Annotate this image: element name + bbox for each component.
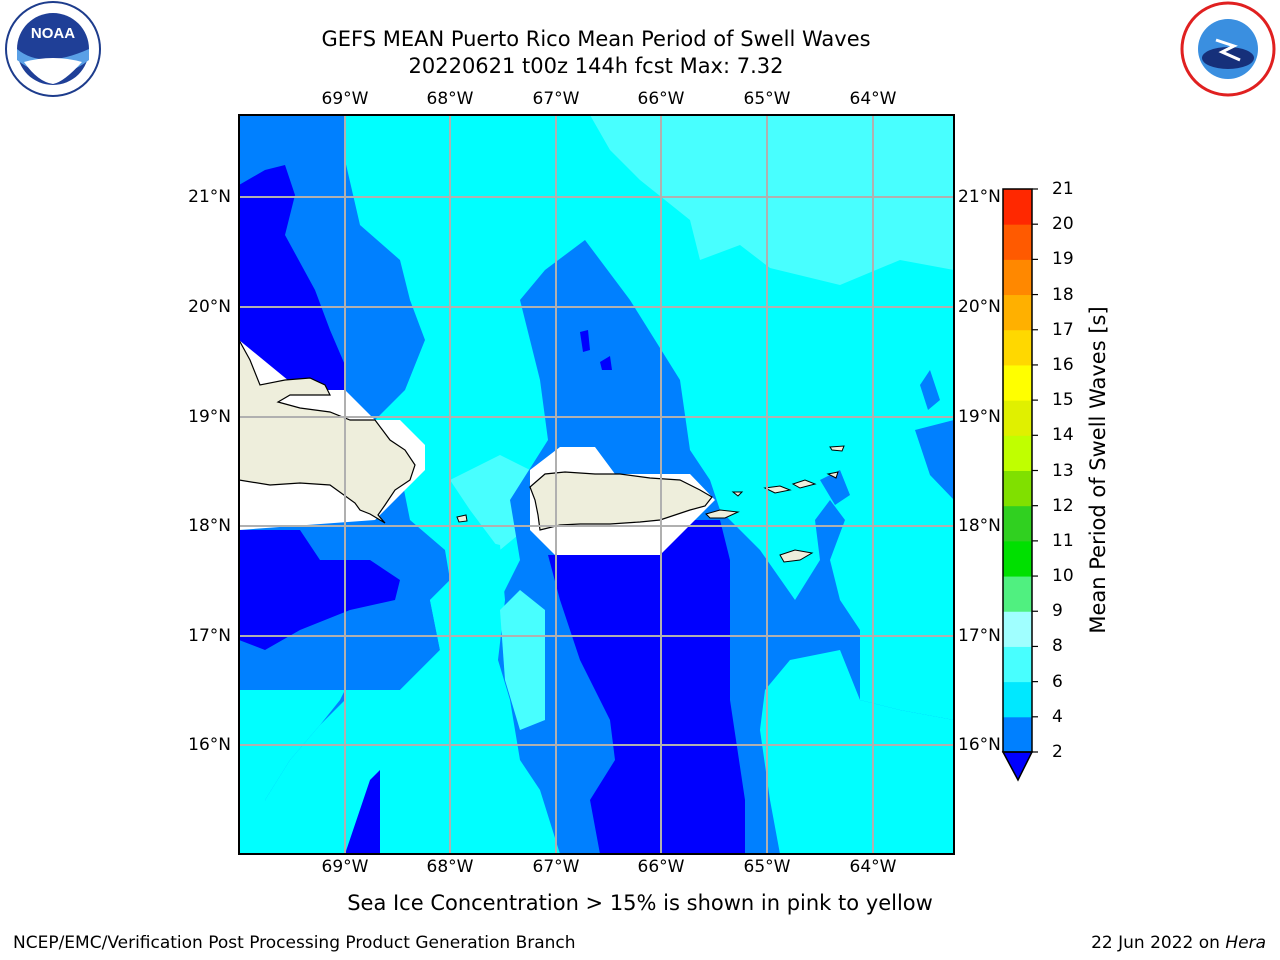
colorbar-segment (1003, 716, 1032, 753)
band-2-4-region (920, 370, 940, 410)
land-st-croix (779, 549, 814, 563)
colorbar-segment (1003, 400, 1032, 436)
band-2-4-region (820, 470, 850, 505)
band-6-8-region (590, 115, 954, 285)
land-mona (456, 514, 468, 523)
band-below-2-region (239, 165, 345, 400)
colorbar-tick-label: 15 (1052, 390, 1074, 411)
colorbar-segment (1003, 364, 1032, 401)
lat-label-right: 17°N (958, 626, 1001, 646)
lon-label-top: 65°W (743, 89, 791, 109)
lat-label-right: 18°N (958, 516, 1001, 536)
colorbar-segment (1003, 681, 1032, 718)
lon-label-bottom: 65°W (743, 857, 791, 877)
colorbar-tick-label: 19 (1052, 249, 1074, 270)
band-below-2-region (600, 356, 612, 370)
land-vieques (705, 509, 740, 519)
footer-host: Hera (1225, 933, 1266, 953)
colorbar-segment (1003, 189, 1032, 225)
colorbar-segment (1003, 611, 1032, 647)
footer-date: 22 Jun 2022 on Hera (1091, 933, 1266, 953)
colorbar-segment (1003, 435, 1032, 471)
colorbar-tick-label: 13 (1052, 460, 1074, 481)
colorbar-segment (1003, 576, 1032, 612)
colorbar-tick-label: 21 (1052, 179, 1074, 199)
colorbar-tick-label: 2 (1052, 742, 1063, 762)
colorbar-tick-label: 14 (1052, 425, 1074, 446)
colorbar-title: Mean Period of Swell Waves [s] (1086, 306, 1110, 634)
chart-title: GEFS MEAN Puerto Rico Mean Period of Swe… (321, 27, 871, 51)
footer-credit: NCEP/EMC/Verification Post Processing Pr… (13, 933, 576, 953)
lon-label-top: 64°W (849, 89, 897, 109)
colorbar-segment (1003, 224, 1032, 260)
band-below-2-region (548, 520, 745, 854)
lat-label-right: 20°N (958, 297, 1001, 317)
band-4-6-region (265, 540, 560, 854)
lon-label-bottom: 66°W (637, 857, 685, 877)
land-anegada (829, 445, 845, 452)
colorbar-tick-label: 4 (1052, 706, 1063, 727)
lon-label-top: 69°W (321, 89, 369, 109)
colorbar-segment (1003, 294, 1032, 331)
sea-ice-note: Sea Ice Concentration > 15% is shown in … (347, 891, 933, 915)
colorbar-under-triangle (1001, 751, 1034, 782)
lon-label-top: 67°W (532, 89, 580, 109)
band-4-6-region (760, 650, 954, 854)
colorbar-tick-label: 8 (1052, 636, 1063, 657)
land-puerto-rico (529, 471, 713, 531)
colorbar-tick-label: 6 (1052, 671, 1063, 692)
colorbar-segment (1003, 646, 1032, 683)
colorbar (1003, 188, 1038, 753)
lon-label-top: 66°W (637, 89, 685, 109)
colorbar-tick-label: 11 (1052, 530, 1074, 551)
lat-label-right: 21°N (958, 187, 1001, 207)
colorbar-frame (1002, 188, 1033, 753)
lat-label-left: 20°N (188, 297, 231, 317)
colorbar-tick-label: 17 (1052, 319, 1074, 340)
colorbar-segment (1003, 329, 1032, 366)
lat-label-right: 19°N (958, 407, 1001, 427)
lat-label-right: 16°N (958, 735, 1001, 755)
noaa-logo-icon: NOAA (5, 1, 101, 97)
lat-label-left: 18°N (188, 516, 231, 536)
colorbar-tick-label: 9 (1052, 601, 1063, 622)
land-hispaniola (239, 339, 416, 524)
colorbar-segment (1003, 505, 1032, 542)
lat-label-left: 21°N (188, 187, 231, 207)
footer-date-text: 22 Jun 2022 on (1091, 933, 1226, 953)
colorbar-tick-label: 18 (1052, 284, 1074, 305)
land-virgin-islands (763, 485, 792, 494)
lat-label-left: 17°N (188, 626, 231, 646)
colorbar-segment (1003, 540, 1032, 577)
band-below-2-region (580, 330, 590, 352)
lat-label-left: 19°N (188, 407, 231, 427)
lat-label-left: 16°N (188, 735, 231, 755)
lon-label-bottom: 69°W (321, 857, 369, 877)
band-below-2-region (345, 770, 380, 854)
land-virgin-islands (826, 471, 839, 479)
land-culebra (731, 491, 744, 497)
colorbar-segment (1003, 470, 1032, 507)
lon-label-bottom: 68°W (426, 857, 474, 877)
colorbar-tick-label: 10 (1052, 566, 1074, 587)
colorbar-segment (1003, 259, 1032, 296)
lon-label-top: 68°W (426, 89, 474, 109)
band-2-4-region (915, 420, 954, 500)
land-virgin-islands (791, 479, 817, 489)
gridlines (239, 115, 954, 854)
band-below-2-region (239, 530, 400, 650)
colorbar-tick-label: 20 (1052, 214, 1074, 235)
chart-subtitle: 20220621 t00z 144h fcst Max: 7.32 (408, 54, 784, 78)
map-plot-area (239, 115, 954, 854)
colorbar-tick-label: 16 (1052, 354, 1074, 375)
lon-label-bottom: 67°W (532, 857, 580, 877)
nws-logo-icon (1180, 1, 1276, 97)
lon-label-bottom: 64°W (849, 857, 897, 877)
noaa-logo-text: NOAA (31, 25, 75, 42)
band-6-8-region (500, 590, 545, 730)
map-frame (238, 114, 955, 855)
colorbar-tick-label: 12 (1052, 495, 1074, 516)
